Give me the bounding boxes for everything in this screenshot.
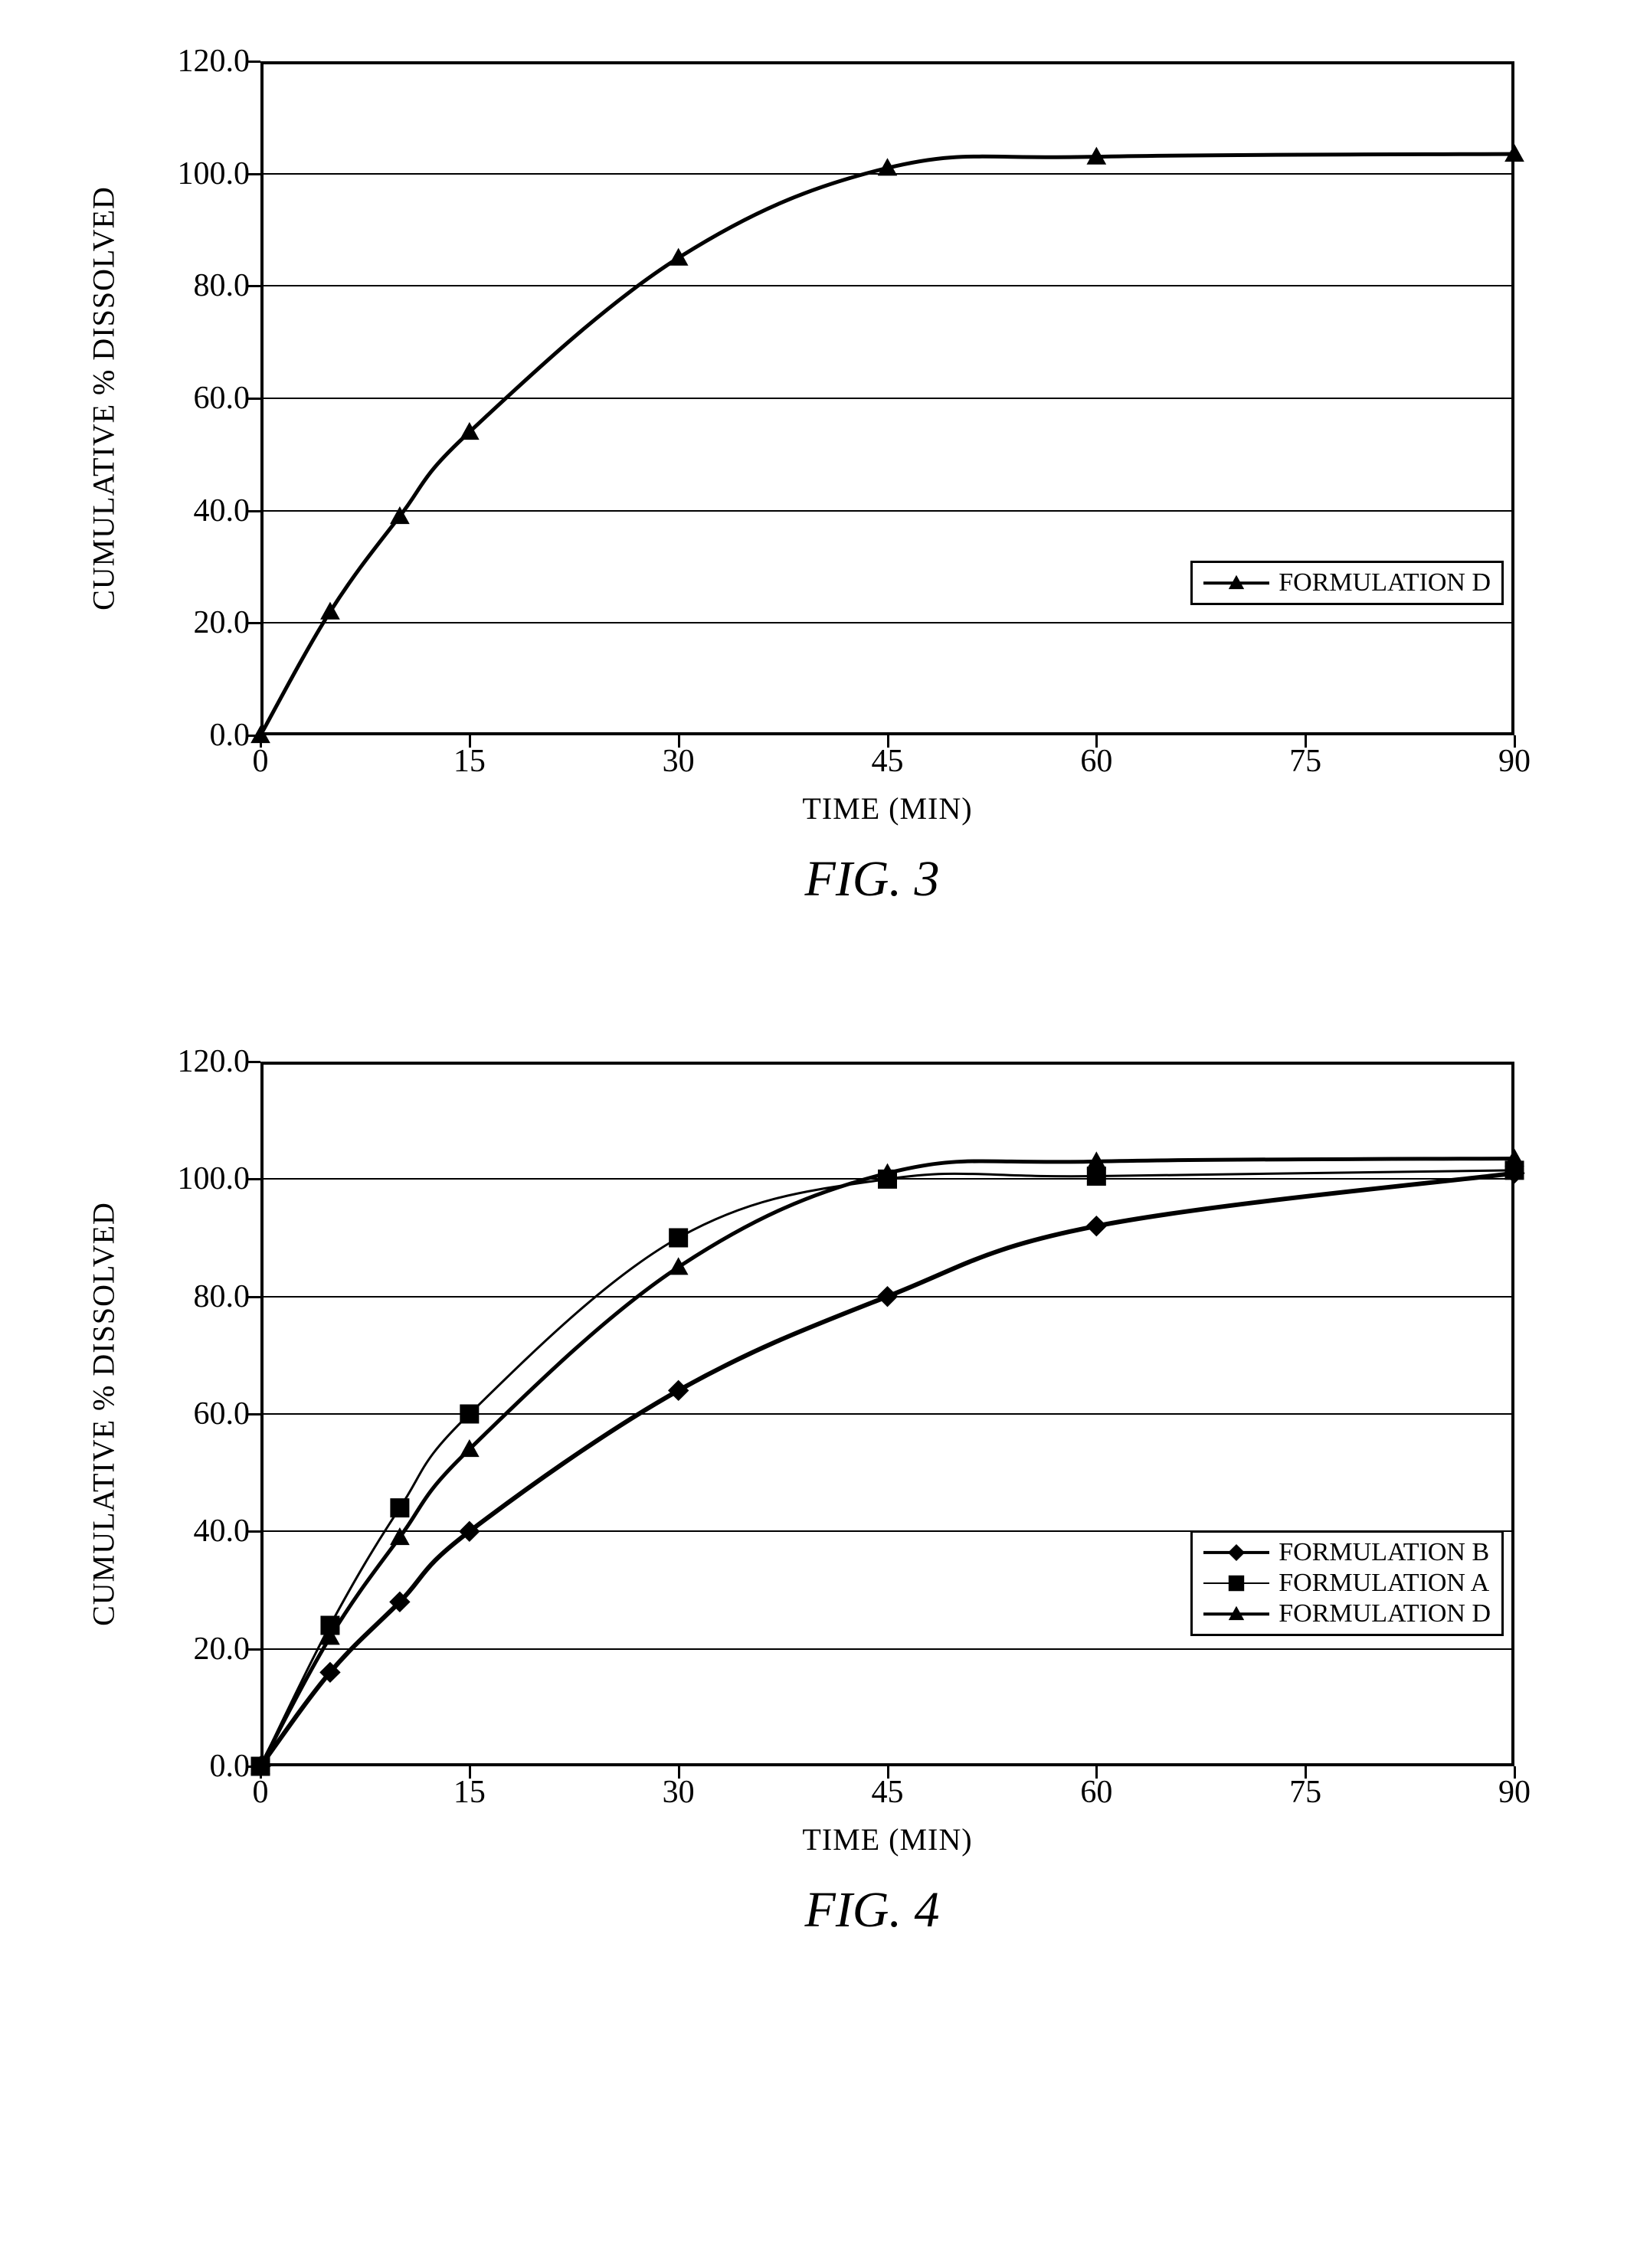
fig3-x-tick-mark	[1514, 735, 1516, 748]
figure-4-chart: 0.020.040.060.080.0100.0120.001530456075…	[260, 1062, 1514, 1766]
fig4-x-tick-mark	[1514, 1766, 1516, 1779]
fig4-x-tick-mark	[678, 1766, 680, 1779]
fig3-y-axis-title: CUMULATIVE % DISSOLVED	[86, 186, 122, 610]
figure-3-block: 0.020.040.060.080.0100.0120.001530456075…	[46, 61, 1591, 908]
fig4-plot-area: 0.020.040.060.080.0100.0120.001530456075…	[260, 1062, 1514, 1766]
fig4-x-tick-mark	[1305, 1766, 1307, 1779]
fig3-x-tick-mark	[469, 735, 471, 748]
fig4-x-tick-mark	[887, 1766, 889, 1779]
fig4-y-tick-mark	[248, 1530, 260, 1533]
fig4-y-tick-mark	[248, 1061, 260, 1063]
fig3-x-axis-title: TIME (MIN)	[802, 790, 972, 826]
fig3-y-tick-mark	[248, 398, 260, 400]
fig4-plot-border	[260, 1062, 1514, 1766]
figure-4-caption: FIG. 4	[153, 1881, 1591, 1939]
fig4-y-axis-title: CUMULATIVE % DISSOLVED	[86, 1202, 122, 1626]
fig3-y-tick-mark	[248, 622, 260, 624]
fig4-y-tick-mark	[248, 1296, 260, 1298]
fig3-y-tick-mark	[248, 285, 260, 287]
fig3-x-tick-mark	[1305, 735, 1307, 748]
fig3-plot-area: 0.020.040.060.080.0100.0120.001530456075…	[260, 61, 1514, 735]
fig4-y-tick-mark	[248, 1648, 260, 1651]
figure-3-caption: FIG. 3	[153, 850, 1591, 908]
fig3-x-tick-mark	[678, 735, 680, 748]
fig4-x-axis-title: TIME (MIN)	[802, 1821, 972, 1857]
fig4-y-tick-mark	[248, 1178, 260, 1180]
fig3-y-tick-mark	[248, 61, 260, 63]
fig3-x-tick-mark	[1095, 735, 1098, 748]
figure-4-block: 0.020.040.060.080.0100.0120.001530456075…	[46, 1062, 1591, 1939]
fig3-x-tick-mark	[887, 735, 889, 748]
fig3-y-tick-mark	[248, 173, 260, 175]
figure-3-chart: 0.020.040.060.080.0100.0120.001530456075…	[260, 61, 1514, 735]
fig4-y-tick-mark	[248, 1413, 260, 1415]
fig4-x-tick-mark	[469, 1766, 471, 1779]
fig3-plot-border	[260, 61, 1514, 735]
fig3-y-tick-mark	[248, 510, 260, 512]
fig4-x-tick-mark	[1095, 1766, 1098, 1779]
